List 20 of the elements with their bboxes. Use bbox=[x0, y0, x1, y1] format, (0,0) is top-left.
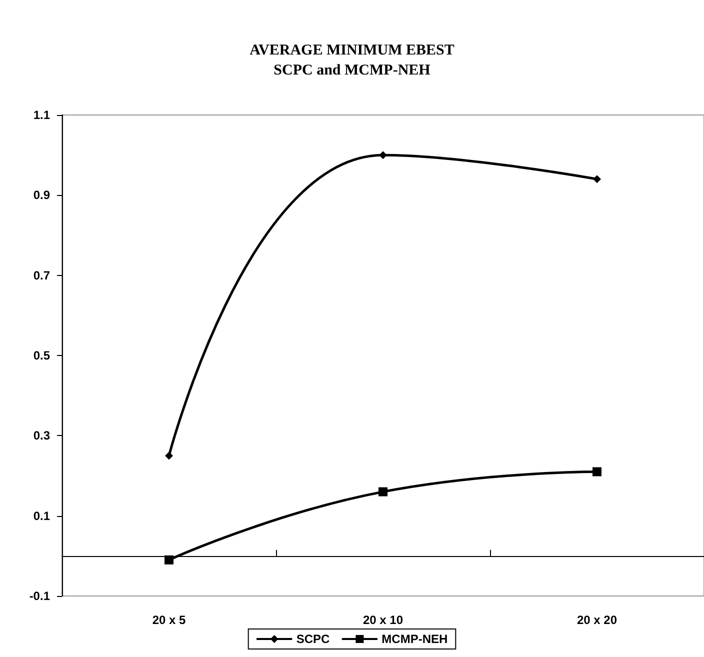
y-tick-label: 0.3 bbox=[33, 428, 50, 443]
y-tick-label: -0.1 bbox=[29, 589, 50, 603]
y-tick-label: 0.9 bbox=[33, 188, 50, 202]
x-tick-label: 20 x 10 bbox=[362, 613, 404, 627]
point bbox=[164, 555, 174, 564]
legend-label: MCMP-NEH bbox=[382, 632, 448, 646]
point bbox=[593, 175, 601, 184]
point bbox=[379, 151, 387, 160]
y-tick-label: 0.5 bbox=[33, 348, 50, 362]
x-tick-label: 20 x 5 bbox=[152, 613, 186, 627]
chart-title: AVERAGE MINIMUM EBEST bbox=[250, 42, 454, 58]
y-tick-label: 0.7 bbox=[33, 268, 50, 282]
legend-label: SCPC bbox=[296, 632, 330, 646]
y-tick-label: 1.1 bbox=[33, 108, 50, 122]
point bbox=[592, 467, 602, 476]
chart-subtitle: SCPC and MCMP-NEH bbox=[274, 62, 431, 78]
y-tick-label: 0.1 bbox=[33, 508, 50, 523]
point bbox=[165, 452, 173, 460]
x-tick-label: 20 x 20 bbox=[576, 613, 618, 627]
point bbox=[378, 487, 388, 496]
